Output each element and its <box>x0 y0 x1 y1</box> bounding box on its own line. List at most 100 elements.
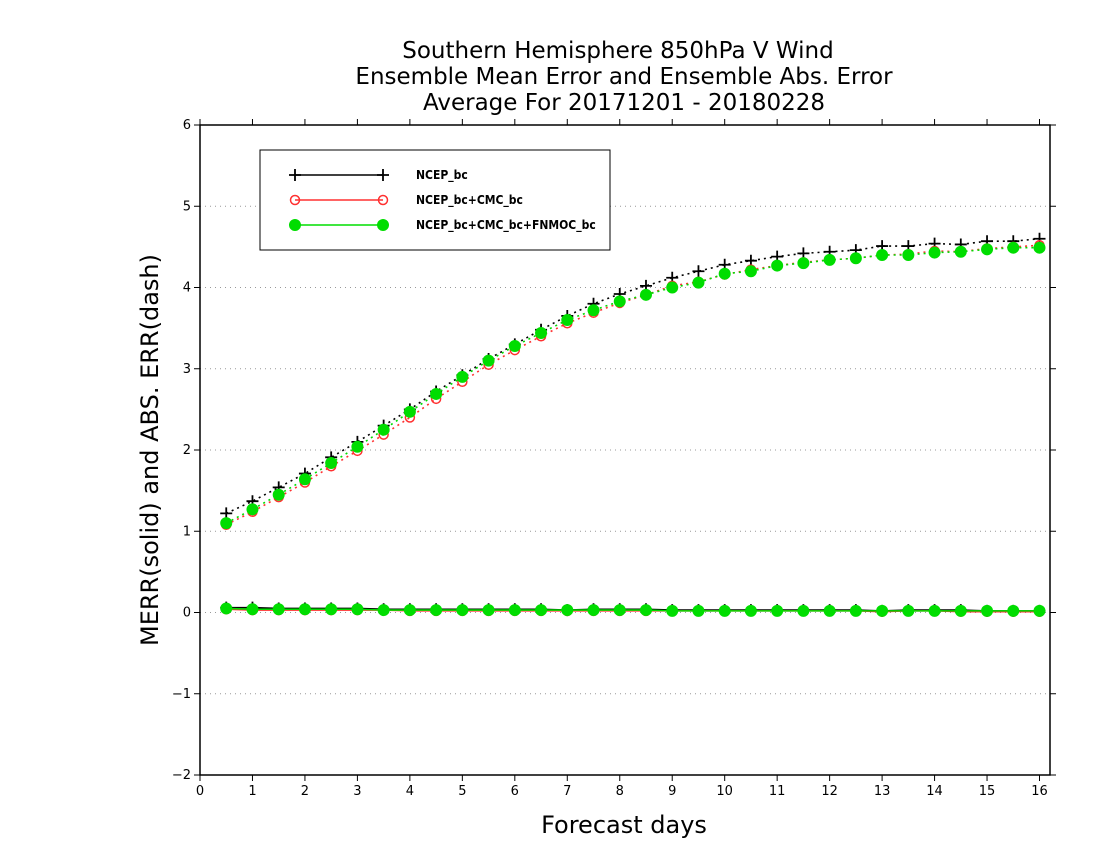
legend: NCEP_bc NCEP_bc+CMC_bc NCEP_bc+CMC_bc+FNMO… <box>259 149 611 251</box>
chart-title-line-3: Average For 20171201 - 20180228 <box>423 90 825 116</box>
y-tick-label-3: 1 <box>183 524 191 539</box>
series-2-merr-point-11 <box>508 604 521 617</box>
y-tick-label-7: 5 <box>183 199 191 214</box>
series-2-merr-point-25 <box>876 604 889 617</box>
x-tick-label-9: 9 <box>668 784 676 799</box>
y-tick-label-6: 4 <box>183 281 191 296</box>
series-2-merr-point-17 <box>666 604 679 617</box>
legend-marker-start-0 <box>289 169 301 181</box>
x-tick-label-1: 1 <box>248 784 256 799</box>
series-2-merr-point-30 <box>1007 604 1020 617</box>
legend-label-2: NCEP_bc+CMC_bc+FNMOC_bc <box>416 218 596 233</box>
series-2-merr-point-18 <box>692 604 705 617</box>
x-tick-label-11: 11 <box>769 784 786 799</box>
series-0-abs-err-line <box>225 237 1040 515</box>
legend-label-1: NCEP_bc+CMC_bc <box>416 193 523 208</box>
series-2-abs-err-point-30 <box>1007 241 1020 254</box>
x-tick-label-0: 0 <box>196 784 204 799</box>
series-0 <box>220 232 1046 617</box>
series-2-abs-err-point-20 <box>744 265 757 278</box>
series-2-abs-err-point-22 <box>797 257 810 270</box>
x-tick-label-3: 3 <box>353 784 361 799</box>
x-tick-label-12: 12 <box>821 784 838 799</box>
legend-marker-end-0 <box>377 169 389 181</box>
y-tick-label-2: 0 <box>183 606 191 621</box>
x-tick-label-10: 10 <box>716 784 733 799</box>
legend-marker-start-1 <box>289 194 301 206</box>
x-tick-label-7: 7 <box>563 784 571 799</box>
series-2-abs-err-point-3 <box>298 473 311 486</box>
series-1-abs-err-line <box>225 244 1040 526</box>
x-tick-label-8: 8 <box>616 784 624 799</box>
legend-item-2: NCEP_bc+CMC_bc+FNMOC_bc <box>289 218 596 233</box>
chart-title-line-1: Southern Hemisphere 850hPa V Wind <box>402 38 833 64</box>
chart-title-line-2: Ensemble Mean Error and Ensemble Abs. Er… <box>355 64 893 90</box>
x-tick-label-2: 2 <box>301 784 309 799</box>
series-2-merr-point-14 <box>587 604 600 617</box>
chart-title: Southern Hemisphere 850hPa V Wind Ensemb… <box>355 38 893 116</box>
y-tick-label-5: 3 <box>183 362 191 377</box>
series-2-abs-err-point-11 <box>508 340 521 352</box>
series-2-abs-err-point-6 <box>377 423 390 436</box>
series-2-abs-err-point-31 <box>1033 241 1046 254</box>
series-2-merr-point-13 <box>561 604 574 617</box>
series-1 <box>220 240 1045 617</box>
legend-item-0: NCEP_bc <box>289 168 468 183</box>
series-2-abs-err-point-13 <box>561 314 574 326</box>
series-2-merr-point-21 <box>771 604 784 617</box>
series-2-abs-err-point-2 <box>272 488 285 501</box>
series-2-abs-err-point-5 <box>351 440 364 453</box>
series-2-abs-err-point-1 <box>246 503 259 516</box>
series-2-merr-point-22 <box>797 604 810 617</box>
series-2-merr-point-27 <box>928 604 941 617</box>
series-2-abs-err-point-15 <box>613 295 626 308</box>
y-tick-label-0: −2 <box>172 768 191 783</box>
y-tick-label-4: 2 <box>183 443 191 458</box>
series-2-abs-err-point-19 <box>718 267 731 280</box>
series-2-abs-err-point-4 <box>325 457 338 469</box>
series-2-abs-err-point-24 <box>849 252 862 265</box>
series-2-merr-point-10 <box>482 604 495 617</box>
series-2-abs-err-point-28 <box>954 245 967 258</box>
x-tick-label-14: 14 <box>926 784 943 799</box>
legend-marker-end-1 <box>377 194 389 206</box>
series-2-abs-err-point-16 <box>639 288 652 301</box>
legend-marker-end-2 <box>377 219 389 231</box>
x-tick-label-15: 15 <box>979 784 996 799</box>
series-2-abs-err-point-25 <box>876 249 889 261</box>
series-2-abs-err-point-10 <box>482 354 495 367</box>
series-2-merr-point-1 <box>246 603 259 616</box>
series-2-abs-err-point-12 <box>535 327 548 339</box>
series-2-merr-point-31 <box>1033 604 1046 617</box>
series-2-abs-err-point-0 <box>220 517 233 530</box>
series-2-abs-err-point-18 <box>692 276 705 289</box>
series-2-merr-point-29 <box>981 604 994 617</box>
series-2-abs-err-point-17 <box>666 281 679 294</box>
series-2-merr-point-4 <box>325 603 338 616</box>
series-2-merr-point-0 <box>220 602 233 615</box>
data-series <box>220 232 1046 617</box>
series-2 <box>220 241 1046 617</box>
series-2-merr-point-5 <box>351 603 364 616</box>
series-2-abs-err-point-8 <box>430 387 443 400</box>
legend-items: NCEP_bc NCEP_bc+CMC_bc NCEP_bc+CMC_bc+FNMO… <box>289 168 596 233</box>
series-2-merr-point-28 <box>954 604 967 617</box>
legend-item-1: NCEP_bc+CMC_bc <box>289 193 523 208</box>
legend-marker-start-2 <box>289 219 301 231</box>
series-2-merr-point-2 <box>272 603 285 616</box>
series-2-merr-point-6 <box>377 604 390 617</box>
series-2-merr-point-16 <box>639 604 652 617</box>
series-2-merr-point-15 <box>613 604 626 617</box>
series-2-abs-err-line <box>225 246 1040 524</box>
series-2-abs-err-point-7 <box>403 405 416 418</box>
series-2-abs-err-point-14 <box>587 304 600 317</box>
y-tick-label-1: −1 <box>172 687 191 702</box>
series-2-abs-err-point-21 <box>771 259 784 272</box>
series-2-merr-point-19 <box>718 604 731 617</box>
series-2-merr-point-7 <box>403 604 416 617</box>
series-2-merr-point-20 <box>744 604 757 617</box>
series-2-merr-point-12 <box>535 604 548 617</box>
x-tick-label-16: 16 <box>1031 784 1048 799</box>
